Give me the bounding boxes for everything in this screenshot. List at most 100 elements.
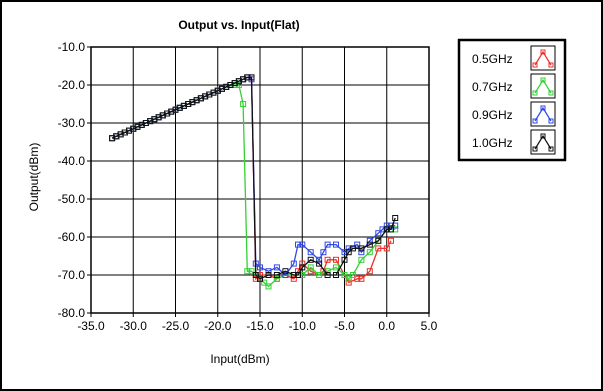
data-point: [159, 112, 166, 119]
data-point: [235, 82, 242, 88]
legend-label: 1.0GHz: [472, 136, 513, 150]
data-point: [142, 120, 149, 126]
data-point: [121, 129, 128, 136]
data-point: [206, 91, 213, 98]
data-point: [244, 74, 251, 81]
data-point: [299, 272, 306, 278]
data-point: [197, 95, 204, 102]
data-point: [235, 78, 242, 85]
data-point: [193, 97, 200, 104]
data-point: [316, 260, 323, 267]
data-point: [320, 249, 327, 256]
data-point: [257, 272, 263, 278]
legend-marker: [548, 62, 554, 68]
data-point: [299, 264, 306, 271]
data-point: [295, 241, 301, 248]
data-point: [299, 260, 306, 267]
data-point: [265, 272, 272, 278]
x-tick-label: -30.0: [120, 319, 148, 333]
data-point: [349, 272, 356, 278]
data-point: [349, 245, 356, 252]
data-point: [261, 279, 268, 286]
data-point: [307, 256, 314, 263]
data-point: [383, 226, 390, 233]
data-point: [176, 104, 183, 111]
data-point: [366, 241, 373, 248]
data-point: [214, 87, 221, 94]
legend-marker: [540, 133, 546, 139]
data-point: [366, 249, 373, 256]
tick-labels: -35.0 -30.0 -25.0 -20.0 -15.0 -10.0 -5.0 0.0 5.0…: [58, 40, 438, 333]
data-point: [379, 226, 386, 233]
legend-line-sample: [534, 50, 552, 66]
data-point: [383, 222, 390, 229]
data-point: [375, 245, 382, 252]
legend: 0.5GHz 0.7GHz 0.9GHz 1.0GHz: [457, 38, 567, 162]
legend-label: 0.7GHz: [472, 80, 513, 94]
data-point: [265, 283, 272, 290]
data-point: [155, 114, 162, 121]
data-point: [307, 268, 314, 275]
data-point: [324, 256, 331, 263]
legend-line-sample: [534, 134, 552, 150]
data-point: [316, 256, 323, 263]
data-point: [138, 121, 145, 128]
data-point: [375, 230, 382, 237]
data-point: [383, 245, 390, 252]
data-point: [164, 110, 171, 117]
y-tick-label: -60.0: [58, 230, 86, 244]
data-point: [290, 275, 297, 282]
data-point: [252, 275, 259, 282]
legend-line-sample: [534, 106, 552, 122]
data-point: [358, 256, 365, 263]
data-point: [231, 80, 238, 87]
data-point: [354, 241, 361, 248]
data-point: [358, 245, 365, 252]
data-point: [392, 226, 399, 233]
chart-title: Output vs. Input(Flat): [178, 18, 299, 32]
data-point: [130, 125, 137, 132]
data-point: [333, 272, 339, 278]
data-point: [223, 83, 230, 90]
data-point: [299, 241, 306, 248]
legend-marker: [532, 146, 538, 152]
data-point: [240, 76, 247, 83]
legend-label: 0.5GHz: [472, 52, 513, 66]
data-point: [358, 249, 365, 256]
data-point: [172, 106, 179, 113]
data-point: [189, 99, 196, 106]
data-point: [392, 215, 399, 221]
data-point: [345, 245, 352, 252]
x-tick-label: 5.0: [421, 319, 438, 333]
data-point: [151, 116, 158, 123]
data-point: [282, 272, 289, 278]
legend-marker: [540, 77, 546, 83]
data-point: [366, 268, 373, 275]
data-point: [358, 275, 365, 282]
data-point: [168, 108, 175, 115]
data-point: [244, 268, 251, 275]
data-point: [219, 85, 225, 92]
x-tick-label: 0.0: [378, 319, 395, 333]
series: [109, 74, 399, 290]
data-point: [324, 241, 331, 248]
data-point: [252, 272, 259, 278]
data-point: [240, 101, 247, 107]
data-point: [307, 249, 314, 256]
y-tick-label: -20.0: [58, 78, 86, 92]
y-tick-label: -30.0: [58, 116, 86, 130]
data-point: [341, 256, 348, 263]
data-point: [265, 268, 272, 275]
data-point: [345, 279, 352, 286]
y-tick-label: -80.0: [58, 306, 86, 320]
x-axis-label: Input(dBm): [210, 352, 269, 366]
data-point: [324, 272, 331, 278]
data-point: [290, 272, 297, 278]
data-point: [202, 93, 209, 100]
data-point: [273, 264, 280, 271]
data-point: [126, 127, 132, 134]
y-tick-label: -50.0: [58, 192, 86, 206]
data-point: [227, 82, 234, 88]
data-point: [134, 123, 141, 130]
